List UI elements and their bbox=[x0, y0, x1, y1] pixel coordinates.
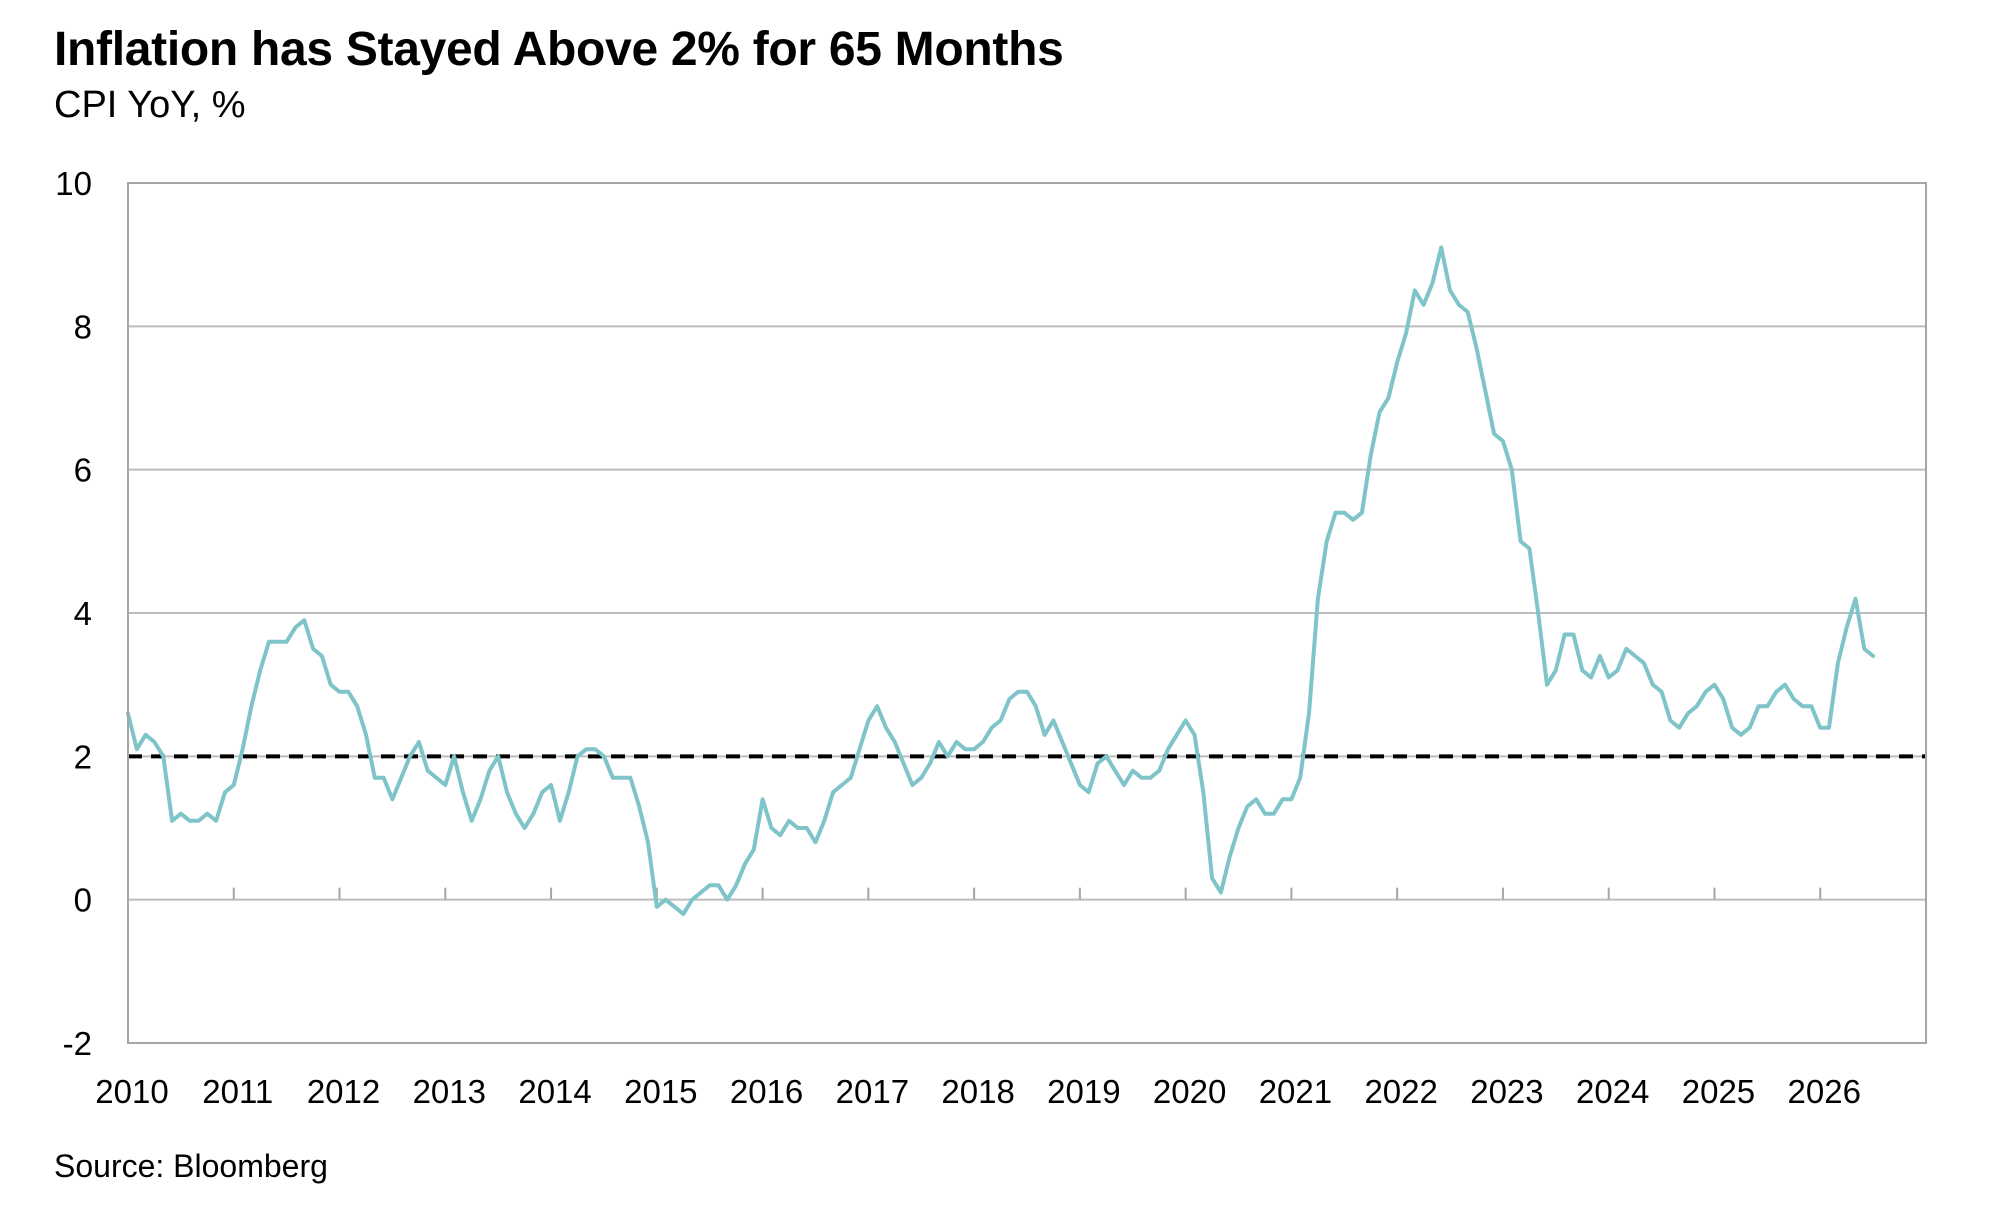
x-tick-label: 2022 bbox=[1364, 1073, 1437, 1110]
x-tick-label: 2014 bbox=[518, 1073, 591, 1110]
x-tick-label: 2019 bbox=[1047, 1073, 1120, 1110]
x-tick-label: 2020 bbox=[1153, 1073, 1226, 1110]
chart-subtitle: CPI YoY, % bbox=[54, 84, 246, 126]
series-line-cpi-yoy bbox=[126, 245, 1876, 916]
x-tick-label: 2017 bbox=[836, 1073, 909, 1110]
x-tick-label: 2025 bbox=[1682, 1073, 1755, 1110]
x-tick-label: 2012 bbox=[307, 1073, 380, 1110]
x-tick-label: 2016 bbox=[730, 1073, 803, 1110]
source-note: Source: Bloomberg bbox=[54, 1148, 328, 1184]
y-tick-label: 0 bbox=[74, 882, 92, 919]
plot-area-frame bbox=[127, 182, 1927, 1044]
x-tick-label: 2024 bbox=[1576, 1073, 1649, 1110]
y-axis-labels: -2 0 2 4 6 8 10 bbox=[55, 165, 92, 1062]
x-tick-label: 2026 bbox=[1788, 1073, 1861, 1110]
y-tick-label: 4 bbox=[74, 595, 92, 632]
y-tick-label: 8 bbox=[74, 308, 92, 345]
x-tick-label: 2011 bbox=[202, 1073, 273, 1110]
y-tick-label: -2 bbox=[63, 1025, 92, 1062]
x-tick-label: 2021 bbox=[1259, 1073, 1332, 1110]
chart-title: Inflation has Stayed Above 2% for 65 Mon… bbox=[54, 23, 1064, 76]
x-axis-ticks bbox=[232, 887, 1822, 900]
x-tick-label: 2023 bbox=[1470, 1073, 1543, 1110]
x-tick-label: 2010 bbox=[95, 1073, 168, 1110]
x-tick-label: 2015 bbox=[624, 1073, 697, 1110]
y-tick-label: 2 bbox=[74, 738, 92, 775]
x-tick-label: 2018 bbox=[941, 1073, 1014, 1110]
x-tick-label: 2013 bbox=[413, 1073, 486, 1110]
x-axis-labels: 2010 2011 2012 2013 2014 2015 2016 2017 2018 2019… bbox=[95, 1073, 1861, 1110]
y-tick-label: 10 bbox=[55, 165, 92, 202]
y-tick-label: 6 bbox=[74, 452, 92, 489]
gridlines bbox=[128, 325, 1926, 901]
